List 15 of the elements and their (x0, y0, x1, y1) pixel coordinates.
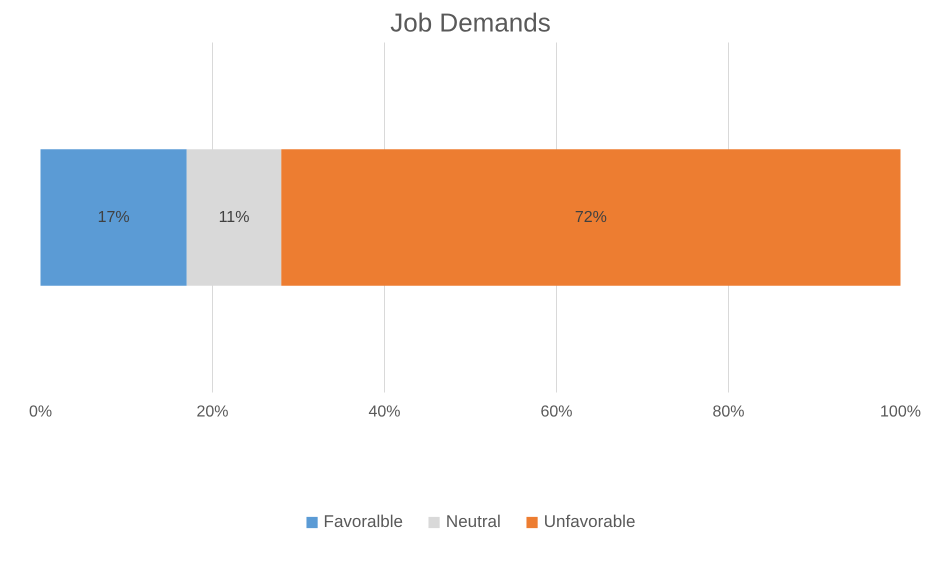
legend-label: Favoralble (324, 512, 403, 532)
x-tick-label: 60% (540, 404, 573, 420)
x-tick-label: 40% (368, 404, 401, 420)
data-label: 17% (98, 209, 130, 226)
bar (281, 149, 900, 286)
data-label: 11% (218, 209, 250, 226)
chart-title: Job Demands (390, 8, 551, 38)
x-tick-label: 100% (880, 404, 921, 420)
data-label: 72% (574, 209, 607, 226)
bar (40, 149, 187, 286)
x-tick-label: 20% (196, 404, 229, 420)
legend-label: Neutral (446, 512, 501, 532)
x-tick-label: 80% (712, 404, 745, 420)
legend-label: Unfavorable (544, 512, 636, 532)
x-tick-label: 0% (28, 404, 52, 420)
